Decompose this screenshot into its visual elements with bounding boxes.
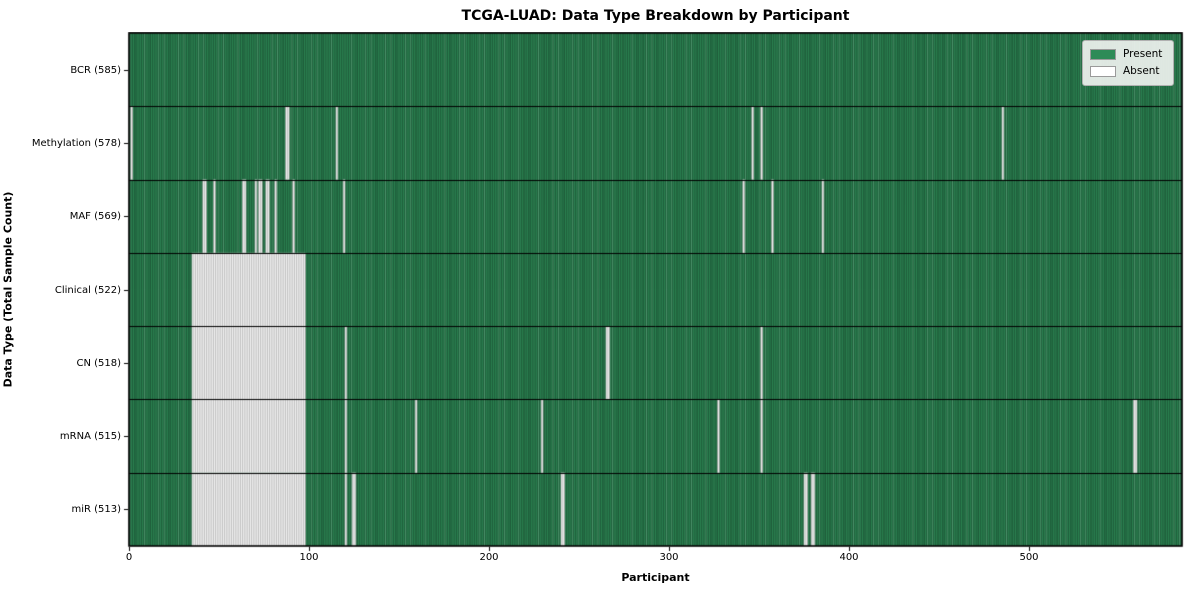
x-tick-label-100: 100 — [299, 552, 319, 563]
chart-title: TCGA-LUAD: Data Type Breakdown by Partic… — [461, 8, 850, 24]
legend: Present Absent — [1082, 40, 1174, 86]
x-axis-tick-labels: 0 100 200 300 400 500 — [0, 552, 1200, 566]
x-tick-label-500: 500 — [1019, 552, 1039, 563]
x-tick-label-300: 300 — [659, 552, 679, 563]
x-tick-label-200: 200 — [479, 552, 499, 563]
y-axis-tick-labels: BCR (585) Methylation (578) MAF (569) Clini… — [0, 0, 121, 600]
y-tick-label-MAF: MAF (569) — [69, 211, 121, 223]
x-axis-label: Participant — [621, 571, 690, 584]
legend-label-absent: Absent — [1123, 65, 1160, 77]
absent-swatch — [1090, 66, 1116, 77]
x-tick-label-0: 0 — [125, 552, 133, 563]
legend-item-absent: Absent — [1090, 63, 1165, 80]
y-tick-label-Clinical: Clinical (522) — [54, 284, 121, 296]
heatmap-plot — [121, 32, 1190, 560]
present-swatch — [1090, 49, 1116, 60]
y-tick-label-mRNA: mRNA (515) — [59, 431, 121, 443]
y-tick-label-miR: miR (513) — [71, 504, 121, 516]
legend-label-present: Present — [1123, 48, 1163, 60]
x-tick-label-400: 400 — [839, 552, 859, 563]
y-tick-label-BCR: BCR (585) — [70, 64, 121, 76]
y-tick-label-CN: CN (518) — [76, 357, 121, 369]
legend-item-present: Present — [1090, 46, 1165, 63]
y-tick-label-Methylation: Methylation (578) — [31, 137, 121, 149]
